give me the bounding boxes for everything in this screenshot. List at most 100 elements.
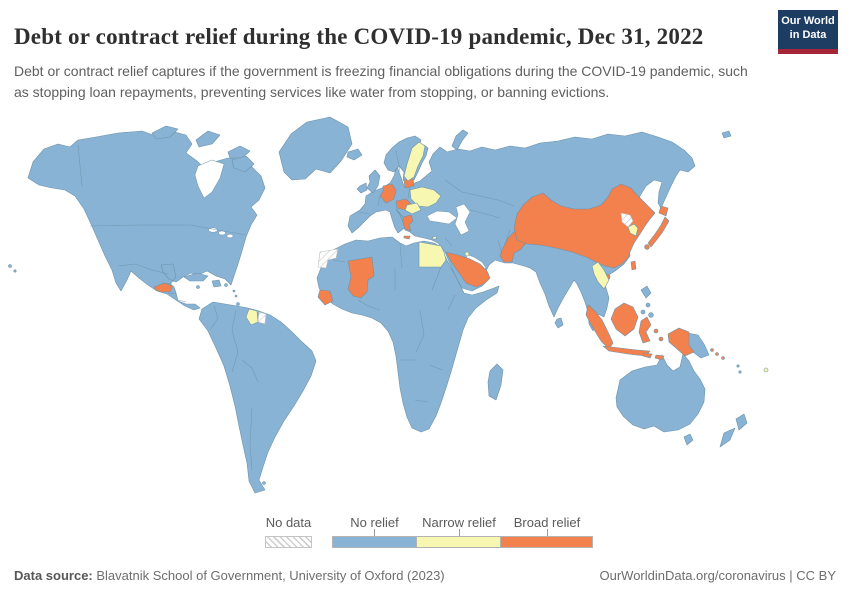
country-solomon-2[interactable] xyxy=(715,352,719,356)
black-sea xyxy=(426,210,458,225)
islands-lesser-sunda-2[interactable] xyxy=(654,354,665,361)
country-philippines[interactable] xyxy=(640,285,652,299)
country-indonesia-java[interactable] xyxy=(602,345,651,357)
country-australia[interactable] xyxy=(615,353,706,433)
country-philippines-4[interactable] xyxy=(648,312,654,318)
country-saudi-arabia[interactable] xyxy=(445,251,491,288)
country-philippines-2[interactable] xyxy=(645,302,651,308)
country-japan-honshu[interactable] xyxy=(647,216,670,248)
page-title: Debt or contract relief during the COVID… xyxy=(14,24,704,50)
legend-swatch-broad-relief[interactable] xyxy=(500,536,593,548)
country-ukraine[interactable] xyxy=(409,186,442,208)
country-solomon-3[interactable] xyxy=(721,356,725,360)
islands-lesser-sunda-1[interactable] xyxy=(642,352,653,359)
country-romania[interactable] xyxy=(404,202,422,215)
great-lake-2 xyxy=(218,230,226,236)
caspian-sea xyxy=(454,203,471,236)
country-south-america[interactable] xyxy=(198,301,317,494)
country-mali[interactable] xyxy=(347,256,375,299)
country-japan-hokkaido[interactable] xyxy=(658,205,669,217)
country-greece[interactable] xyxy=(402,214,414,232)
arctic-island-1[interactable] xyxy=(151,125,179,140)
country-iceland[interactable] xyxy=(346,148,363,161)
island-vanuatu-1[interactable] xyxy=(736,364,740,368)
great-lake-3 xyxy=(226,233,234,239)
country-sri-lanka[interactable] xyxy=(554,317,564,329)
country-japan-kyushu[interactable] xyxy=(644,244,650,250)
data-source-text: Blavatnik School of Government, Universi… xyxy=(92,568,445,583)
islands-moluccas-1[interactable] xyxy=(653,328,659,334)
country-china[interactable] xyxy=(513,183,656,269)
arctic-island-2[interactable] xyxy=(195,130,221,148)
broad-relief-countries xyxy=(153,178,725,361)
narrow-relief-countries xyxy=(245,141,769,373)
country-finland[interactable] xyxy=(403,141,426,182)
country-trinidad[interactable] xyxy=(236,302,240,306)
legend-swatch-narrow-relief[interactable] xyxy=(416,536,501,548)
island-crete[interactable] xyxy=(403,235,411,240)
country-philippines-3[interactable] xyxy=(640,309,646,315)
country-new-zealand-south[interactable] xyxy=(719,427,736,448)
country-united-kingdom[interactable] xyxy=(366,169,381,194)
country-baffin[interactable] xyxy=(231,155,255,173)
country-laos[interactable] xyxy=(591,261,610,290)
hudson-bay xyxy=(194,159,225,199)
country-borneo[interactable] xyxy=(610,302,639,337)
legend-swatch-no-data[interactable] xyxy=(265,536,312,548)
country-madagascar[interactable] xyxy=(487,363,504,401)
legend-label-broad-relief: Broad relief xyxy=(513,515,581,530)
arctic-island-3[interactable] xyxy=(227,145,251,159)
country-greenland[interactable] xyxy=(278,116,353,181)
country-papua-new-guinea[interactable] xyxy=(687,332,710,359)
data-source-label: Data source: xyxy=(14,568,93,583)
legend-label-no-relief: No relief xyxy=(350,515,399,530)
country-cyprus[interactable] xyxy=(431,235,438,240)
country-taiwan[interactable] xyxy=(630,260,637,271)
legend-label-narrow-relief: Narrow relief xyxy=(422,515,496,530)
country-guyana[interactable] xyxy=(245,308,259,326)
legend-swatch-no-relief[interactable] xyxy=(332,536,417,548)
country-indonesia-papua[interactable] xyxy=(667,327,695,357)
country-north-korea[interactable] xyxy=(620,212,634,228)
footer-link: OurWorldinData.org/coronavirus | CC BY xyxy=(599,568,836,583)
country-germany[interactable] xyxy=(379,183,397,204)
country-ireland[interactable] xyxy=(356,182,368,194)
island-antilles-1[interactable] xyxy=(232,289,236,293)
country-suriname[interactable] xyxy=(257,311,267,325)
legend-label-no-data: No data xyxy=(265,515,312,530)
country-south-korea[interactable] xyxy=(627,223,639,237)
country-guinea[interactable] xyxy=(317,289,334,306)
country-western-sahara[interactable] xyxy=(317,248,339,269)
country-indonesia-sumatra[interactable] xyxy=(585,304,614,350)
country-jamaica[interactable] xyxy=(196,285,200,289)
island-hawaii-1[interactable] xyxy=(8,264,12,268)
island-vanuatu-2[interactable] xyxy=(738,370,742,374)
legend-tick-no-relief xyxy=(374,529,375,537)
islands-moluccas-2[interactable] xyxy=(658,336,664,342)
no-data-countries xyxy=(257,212,634,325)
country-cuba[interactable] xyxy=(183,272,209,282)
country-north-america[interactable] xyxy=(27,130,266,311)
island-antilles-2[interactable] xyxy=(234,294,238,298)
country-new-zealand-north[interactable] xyxy=(735,413,748,431)
country-tasmania[interactable] xyxy=(683,433,694,446)
country-fiji[interactable] xyxy=(763,367,769,373)
owid-logo: Our World in Data xyxy=(778,10,838,54)
legend-tick-narrow-relief xyxy=(459,529,460,537)
owid-logo-line2: in Data xyxy=(789,28,827,41)
country-egypt[interactable] xyxy=(418,241,447,268)
legend-tick-broad-relief xyxy=(547,529,548,537)
country-indonesia-sulawesi[interactable] xyxy=(638,316,652,344)
country-kuwait[interactable] xyxy=(464,251,470,257)
no-relief-landmasses xyxy=(8,116,748,494)
island-falklands[interactable] xyxy=(262,481,266,485)
country-hispaniola[interactable] xyxy=(211,279,222,288)
country-borders xyxy=(77,144,515,471)
country-solomon-1[interactable] xyxy=(710,348,714,352)
country-puerto-rico[interactable] xyxy=(224,283,228,287)
island-hawaii-2[interactable] xyxy=(13,269,17,273)
island-wrangel[interactable] xyxy=(721,130,732,139)
island-novaya-zemlya[interactable] xyxy=(451,129,469,151)
